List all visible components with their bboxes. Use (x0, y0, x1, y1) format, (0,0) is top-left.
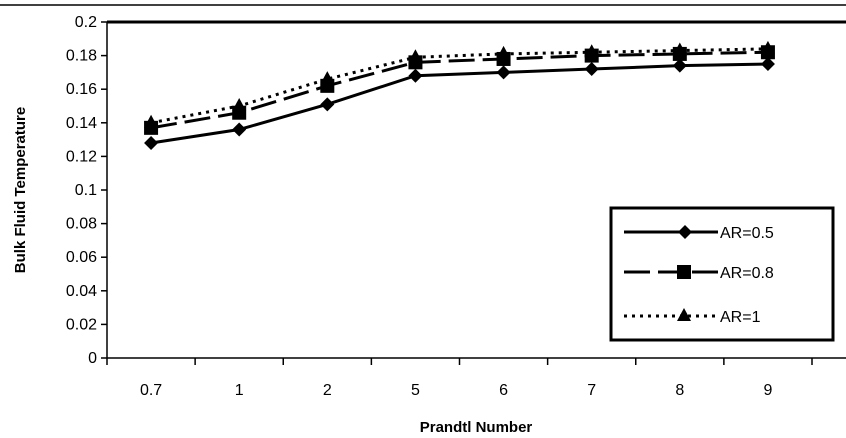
legend-label-ar1: AR=1 (720, 309, 761, 326)
legend-box (609, 206, 835, 342)
y-tick-label: 0 (88, 350, 97, 367)
data-point-triangle (584, 44, 599, 58)
data-point-diamond (144, 135, 159, 150)
x-axis-ticks: 0.7 1 2 5 6 7 8 9 (106, 358, 813, 399)
data-point-diamond (760, 57, 775, 71)
series-line (150, 47, 768, 125)
legend-item-ar08: AR=0.8 (624, 265, 774, 282)
y-tick-label: 0.14 (66, 115, 97, 132)
legend-diamond-icon (678, 225, 692, 239)
series-layer (144, 40, 775, 150)
legend-item-ar1: AR=1 (624, 308, 761, 326)
x-tick-label: 2 (323, 382, 332, 399)
data-point-triangle (672, 42, 687, 56)
y-axis-ticks: 0 0.02 0.04 0.06 0.08 0.1 0.12 0.14 0.16 0.18 0.2 (66, 14, 107, 367)
data-point-diamond (672, 58, 687, 73)
x-tick-label: 8 (675, 382, 684, 399)
data-point-triangle (232, 98, 247, 111)
x-tick-label: 0.7 (140, 382, 162, 399)
x-tick-label: 1 (235, 382, 244, 399)
x-axis-title: Prandtl Number (420, 419, 533, 436)
data-point-diamond (232, 122, 247, 137)
y-axis-title: Bulk Fluid Temperature (12, 107, 29, 273)
series-line (150, 50, 768, 130)
y-tick-label: 0.1 (75, 182, 97, 199)
x-tick-label: 6 (499, 382, 508, 399)
x-tick-label: 5 (411, 382, 420, 399)
data-point-diamond (496, 65, 511, 80)
data-point-triangle (144, 114, 159, 128)
legend-square-icon (677, 265, 691, 279)
data-point-diamond (408, 68, 423, 83)
y-tick-label: 0.16 (66, 81, 97, 98)
y-tick-label: 0.04 (66, 283, 97, 300)
x-tick-label: 9 (763, 382, 772, 399)
y-tick-label: 0.06 (66, 249, 97, 266)
data-point-triangle (408, 49, 423, 63)
data-point-triangle (320, 71, 335, 85)
data-point-triangle (760, 40, 775, 54)
y-tick-label: 0.12 (66, 148, 97, 165)
legend-item-ar05: AR=0.5 (624, 225, 774, 242)
y-tick-label: 0.02 (66, 316, 97, 333)
legend-triangle-icon (677, 308, 691, 321)
legend: AR=0.5 AR=0.8 AR=1 (609, 206, 835, 342)
series-2 (144, 45, 775, 135)
series-line (150, 62, 768, 145)
series-1 (144, 57, 775, 150)
legend-label-ar08: AR=0.8 (720, 265, 774, 282)
legend-label-ar05: AR=0.5 (720, 225, 774, 242)
y-tick-label: 0.18 (66, 48, 97, 65)
data-point-diamond (320, 97, 335, 112)
data-point-triangle (496, 45, 511, 59)
x-tick-label: 7 (587, 382, 596, 399)
y-tick-label: 0.08 (66, 216, 97, 233)
y-tick-label: 0.2 (75, 14, 97, 31)
series-3 (144, 40, 775, 128)
data-point-diamond (584, 62, 599, 77)
